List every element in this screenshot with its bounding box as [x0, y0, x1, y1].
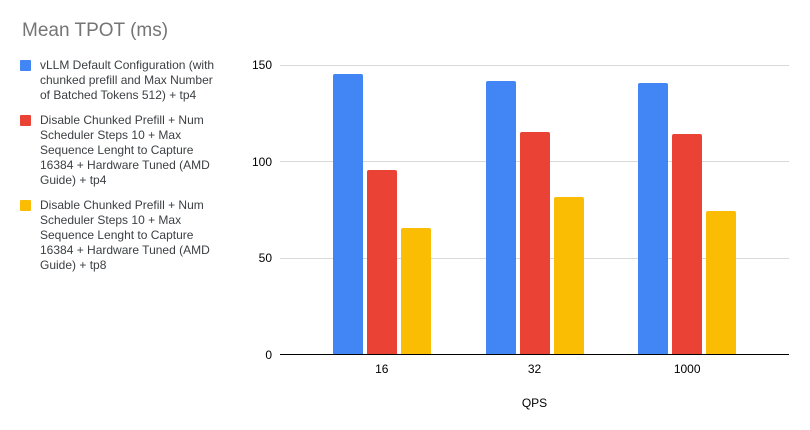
y-tick-label-100: 100 [251, 154, 272, 169]
bar-series1-1000 [638, 83, 669, 354]
legend-item-label: Disable Chunked Prefill + Num Scheduler … [40, 198, 210, 272]
bar-group-1000 [638, 83, 737, 354]
bar-series1-16 [332, 73, 363, 354]
x-tick-label-1000: 1000 [673, 362, 701, 376]
legend-item-label: vLLM Default Configuration (with chunked… [40, 58, 215, 102]
gridline-150 [280, 64, 789, 66]
legend-item-2: Disable Chunked Prefill + Num Scheduler … [20, 113, 216, 188]
bar-series3-32 [553, 197, 584, 354]
chart-title: Mean TPOT (ms) [22, 20, 169, 41]
legend-item-label: Disable Chunked Prefill + Num Scheduler … [40, 113, 210, 187]
legend-item-3: Disable Chunked Prefill + Num Scheduler … [20, 198, 216, 273]
x-tick-label-16: 16 [375, 362, 389, 376]
legend-swatch-icon [20, 115, 31, 126]
bar-group-16 [332, 73, 431, 354]
legend: vLLM Default Configuration (with chunked… [20, 58, 216, 273]
x-axis-title: QPS [521, 396, 548, 410]
legend-item-1: vLLM Default Configuration (with chunked… [20, 58, 216, 103]
plot-area [280, 64, 789, 355]
legend-swatch-icon [20, 60, 31, 71]
y-tick-label-0: 0 [265, 348, 272, 362]
x-tick-label-32: 32 [527, 362, 542, 376]
y-axis: 0 50 100 150 [228, 0, 272, 430]
y-tick-label-150: 150 [251, 58, 272, 72]
legend-swatch-icon [20, 200, 31, 211]
y-tick-label-50: 50 [258, 251, 272, 266]
bar-series2-16 [366, 170, 397, 354]
bar-series2-1000 [672, 133, 703, 354]
bar-series3-16 [400, 228, 431, 354]
bar-series2-32 [519, 131, 550, 354]
bar-series3-1000 [706, 210, 737, 354]
bar-series1-32 [485, 81, 516, 354]
bar-group-32 [485, 81, 584, 354]
